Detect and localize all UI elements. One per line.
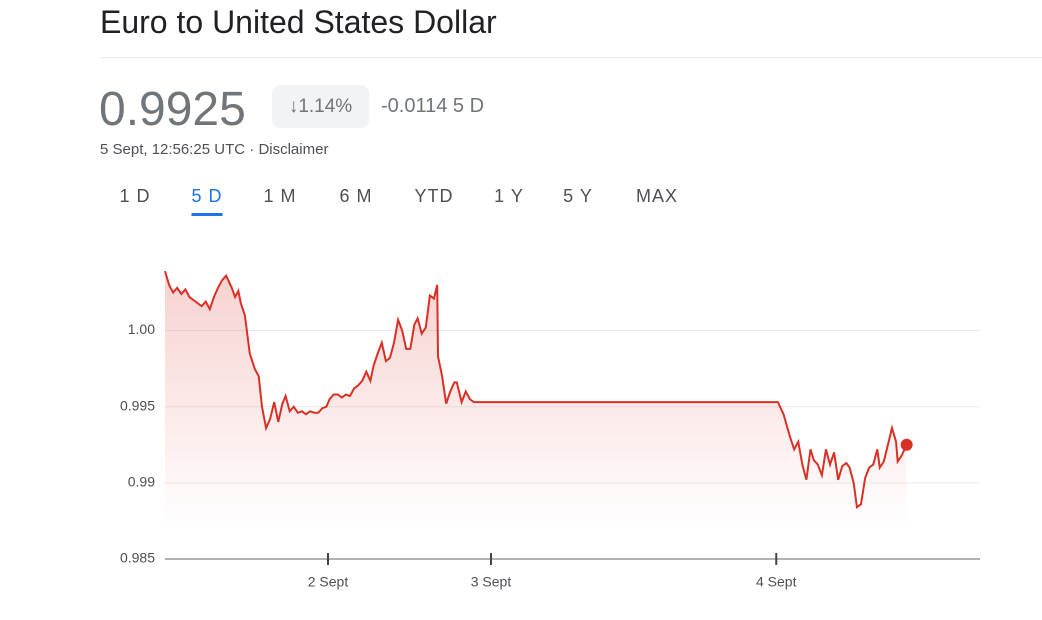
range-tab[interactable]: 1 D [119,186,151,206]
change-percent: ↓1.14% [272,85,369,128]
x-tick-label: 4 Sept [756,574,797,590]
x-tick-label: 2 Sept [308,574,349,590]
area [165,271,907,529]
timestamp: 5 Sept, 12:56:25 UTC [100,141,246,158]
y-tick-label: 0.99 [128,474,155,490]
price: 0.9925 [99,83,246,136]
range-tab[interactable]: 5 D [191,186,223,216]
y-tick-label: 1.00 [128,321,155,337]
x-tick-label: 3 Sept [471,574,512,590]
y-tick-label: 0.985 [120,550,155,566]
separator: · [249,141,255,158]
range-tab[interactable]: 1 M [263,186,297,206]
change-value: -0.0114 [381,95,448,117]
range-tab[interactable]: MAX [635,186,679,206]
range-tab[interactable]: 1 Y [494,186,524,206]
change: -0.0114 5 D [381,95,484,118]
change-period: 5 D [452,95,485,117]
divider [100,57,1042,58]
timestamp-row: 5 Sept, 12:56:25 UTC · Disclaimer [100,141,328,158]
range-tab[interactable]: YTD [414,186,454,206]
range-tab[interactable]: 5 Y [563,186,593,206]
y-tick-label: 0.995 [120,397,155,413]
line [164,270,908,510]
title: Euro to United States Dollar [100,4,497,40]
disclaimer[interactable]: Disclaimer [258,141,329,158]
last-point [900,438,913,451]
range-tab[interactable]: 6 M [339,186,373,206]
